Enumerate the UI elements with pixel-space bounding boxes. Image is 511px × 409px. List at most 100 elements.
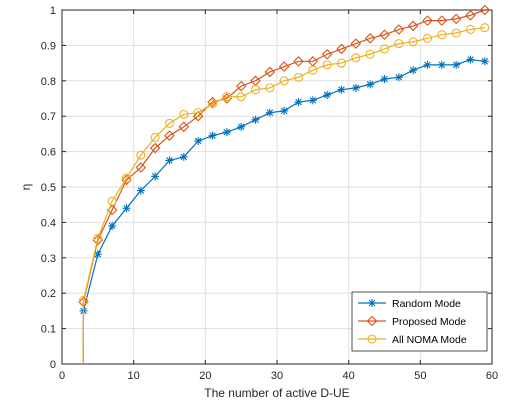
- data-point: [121, 174, 132, 186]
- data-point: [336, 58, 347, 68]
- data-point: [93, 233, 103, 243]
- data-point: [379, 29, 390, 41]
- y-tick-label: 0: [50, 359, 56, 371]
- data-point: [480, 57, 489, 66]
- data-point: [92, 234, 104, 246]
- x-tick-label: 50: [414, 370, 426, 382]
- data-point: [192, 110, 204, 122]
- data-point: [164, 118, 175, 128]
- y-axis-title: η: [19, 184, 33, 191]
- data-point: [164, 130, 175, 141]
- data-point: [279, 76, 289, 86]
- data-point: [178, 121, 190, 133]
- data-point: [351, 53, 361, 63]
- data-point: [237, 122, 246, 131]
- data-point: [380, 75, 389, 84]
- legend-label: Proposed Mode: [392, 316, 466, 328]
- data-point: [150, 132, 160, 142]
- data-point: [193, 108, 203, 118]
- data-point: [437, 60, 446, 69]
- data-point: [437, 30, 447, 40]
- data-point: [452, 60, 461, 69]
- data-point: [394, 73, 403, 82]
- data-point: [293, 56, 304, 67]
- data-point: [350, 38, 362, 49]
- data-point: [251, 115, 260, 124]
- y-tick-label: 0.4: [41, 217, 56, 229]
- data-point: [466, 55, 475, 64]
- data-point: [367, 334, 377, 344]
- data-point: [250, 85, 261, 95]
- data-point: [179, 109, 189, 119]
- data-point: [308, 96, 317, 105]
- data-point: [108, 221, 117, 230]
- data-point: [422, 33, 433, 43]
- data-point: [278, 61, 290, 72]
- data-point: [323, 90, 332, 99]
- y-tick-label: 0.9: [41, 40, 56, 52]
- data-point: [366, 315, 378, 327]
- data-point: [379, 44, 390, 54]
- data-point: [136, 186, 145, 195]
- y-tick-label: 0.3: [41, 253, 56, 265]
- data-point: [136, 150, 146, 160]
- data-point: [122, 204, 131, 213]
- data-point: [280, 106, 289, 115]
- x-tick-label: 60: [486, 370, 498, 382]
- data-point: [423, 60, 432, 69]
- data-point: [321, 48, 333, 60]
- series-proposed-mode: [78, 4, 491, 365]
- data-point: [265, 83, 275, 93]
- legend-label: Random Mode: [392, 298, 461, 310]
- data-point: [364, 33, 376, 44]
- x-tick-label: 40: [343, 370, 355, 382]
- data-point: [436, 15, 448, 26]
- data-point: [336, 43, 347, 55]
- data-point: [308, 65, 318, 75]
- data-point: [208, 131, 217, 140]
- series-layer: [78, 4, 491, 365]
- data-point: [107, 196, 117, 206]
- data-point: [366, 80, 375, 89]
- legend: Random Mode Proposed Mode All NOMA Mode: [351, 291, 488, 352]
- data-point: [194, 136, 203, 145]
- x-tick-label: 0: [59, 370, 65, 382]
- data-point: [179, 152, 188, 161]
- grid-layer: [62, 10, 492, 364]
- series-all-noma-mode: [78, 23, 490, 365]
- data-point: [393, 24, 405, 35]
- y-tick-label: 1: [50, 5, 56, 17]
- data-point: [368, 299, 376, 307]
- data-point: [422, 15, 433, 26]
- data-point: [207, 99, 218, 109]
- data-point: [78, 295, 89, 305]
- data-point: [264, 66, 276, 78]
- data-point: [135, 162, 147, 173]
- data-point: [222, 128, 231, 137]
- data-point: [479, 4, 491, 16]
- data-point: [165, 156, 174, 165]
- y-tick-label: 0.8: [41, 76, 56, 88]
- data-point: [451, 28, 461, 38]
- x-tick-label: 30: [271, 370, 283, 382]
- y-tick-label: 0.5: [41, 182, 56, 194]
- data-point: [351, 83, 360, 92]
- y-tick-label: 0.7: [41, 111, 56, 123]
- y-tick-label: 0.1: [41, 324, 56, 336]
- legend-item: Proposed Mode: [358, 315, 466, 328]
- axes-layer: 0 10 20 30 40 50 60 0 0.1 0.2 0.3 0.4 0.5 0.6 0.7 0.8 0.…: [41, 5, 498, 382]
- data-point: [151, 172, 160, 181]
- data-point: [480, 23, 490, 33]
- data-point: [465, 24, 476, 35]
- legend-item: Random Mode: [358, 298, 461, 310]
- data-point: [149, 142, 161, 154]
- x-tick-label: 10: [128, 370, 140, 382]
- y-tick-label: 0.6: [41, 147, 56, 159]
- data-point: [407, 20, 419, 32]
- x-tick-label: 20: [199, 370, 211, 382]
- data-point: [121, 173, 132, 183]
- data-point: [265, 108, 274, 117]
- data-point: [450, 13, 462, 25]
- data-point: [294, 98, 303, 107]
